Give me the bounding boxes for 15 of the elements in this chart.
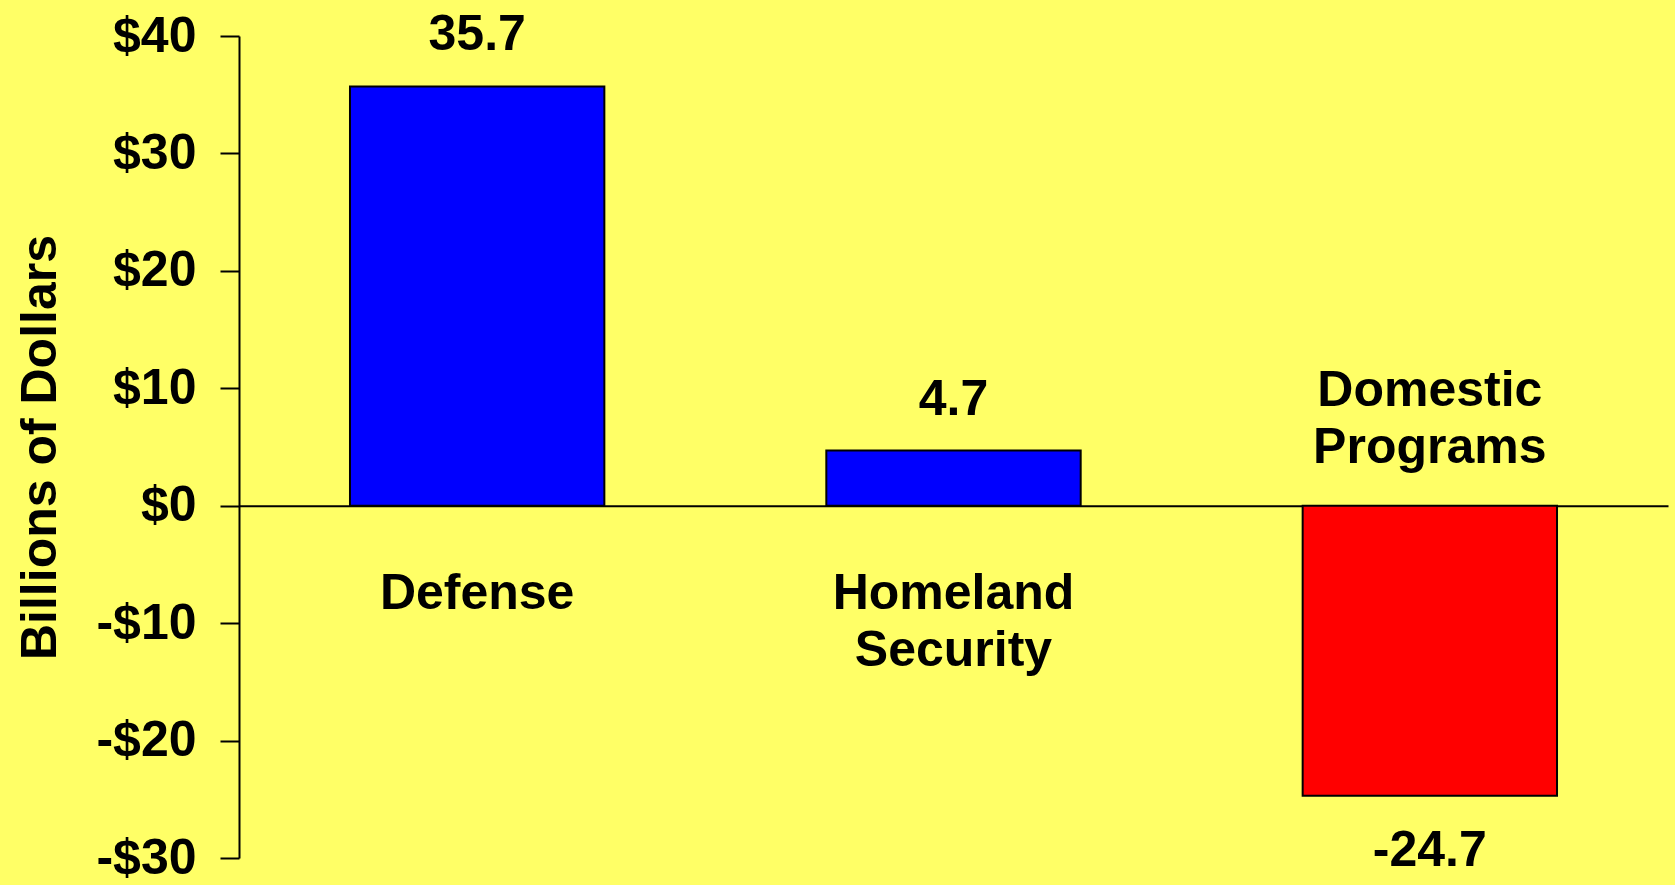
y-tick-label: $20: [113, 241, 197, 298]
y-tick-label: $30: [113, 123, 197, 180]
y-tick-label: $10: [113, 358, 197, 415]
x-tick-label: Homeland Security: [832, 563, 1075, 677]
y-axis-title: Billions of Dollars: [10, 234, 67, 661]
y-tick-label: -$20: [96, 711, 197, 768]
data-label: -24.7: [1372, 820, 1487, 877]
y-tick-label: $0: [140, 476, 197, 533]
data-label: 4.7: [918, 369, 989, 426]
y-tick-label: $40: [113, 6, 197, 63]
y-tick-label: -$10: [96, 593, 197, 650]
x-tick-label: Defense: [379, 563, 575, 620]
y-tick-label: -$30: [96, 828, 197, 885]
x-tick-label: Domestic Programs: [1313, 360, 1547, 474]
data-label: 35.7: [428, 5, 526, 62]
